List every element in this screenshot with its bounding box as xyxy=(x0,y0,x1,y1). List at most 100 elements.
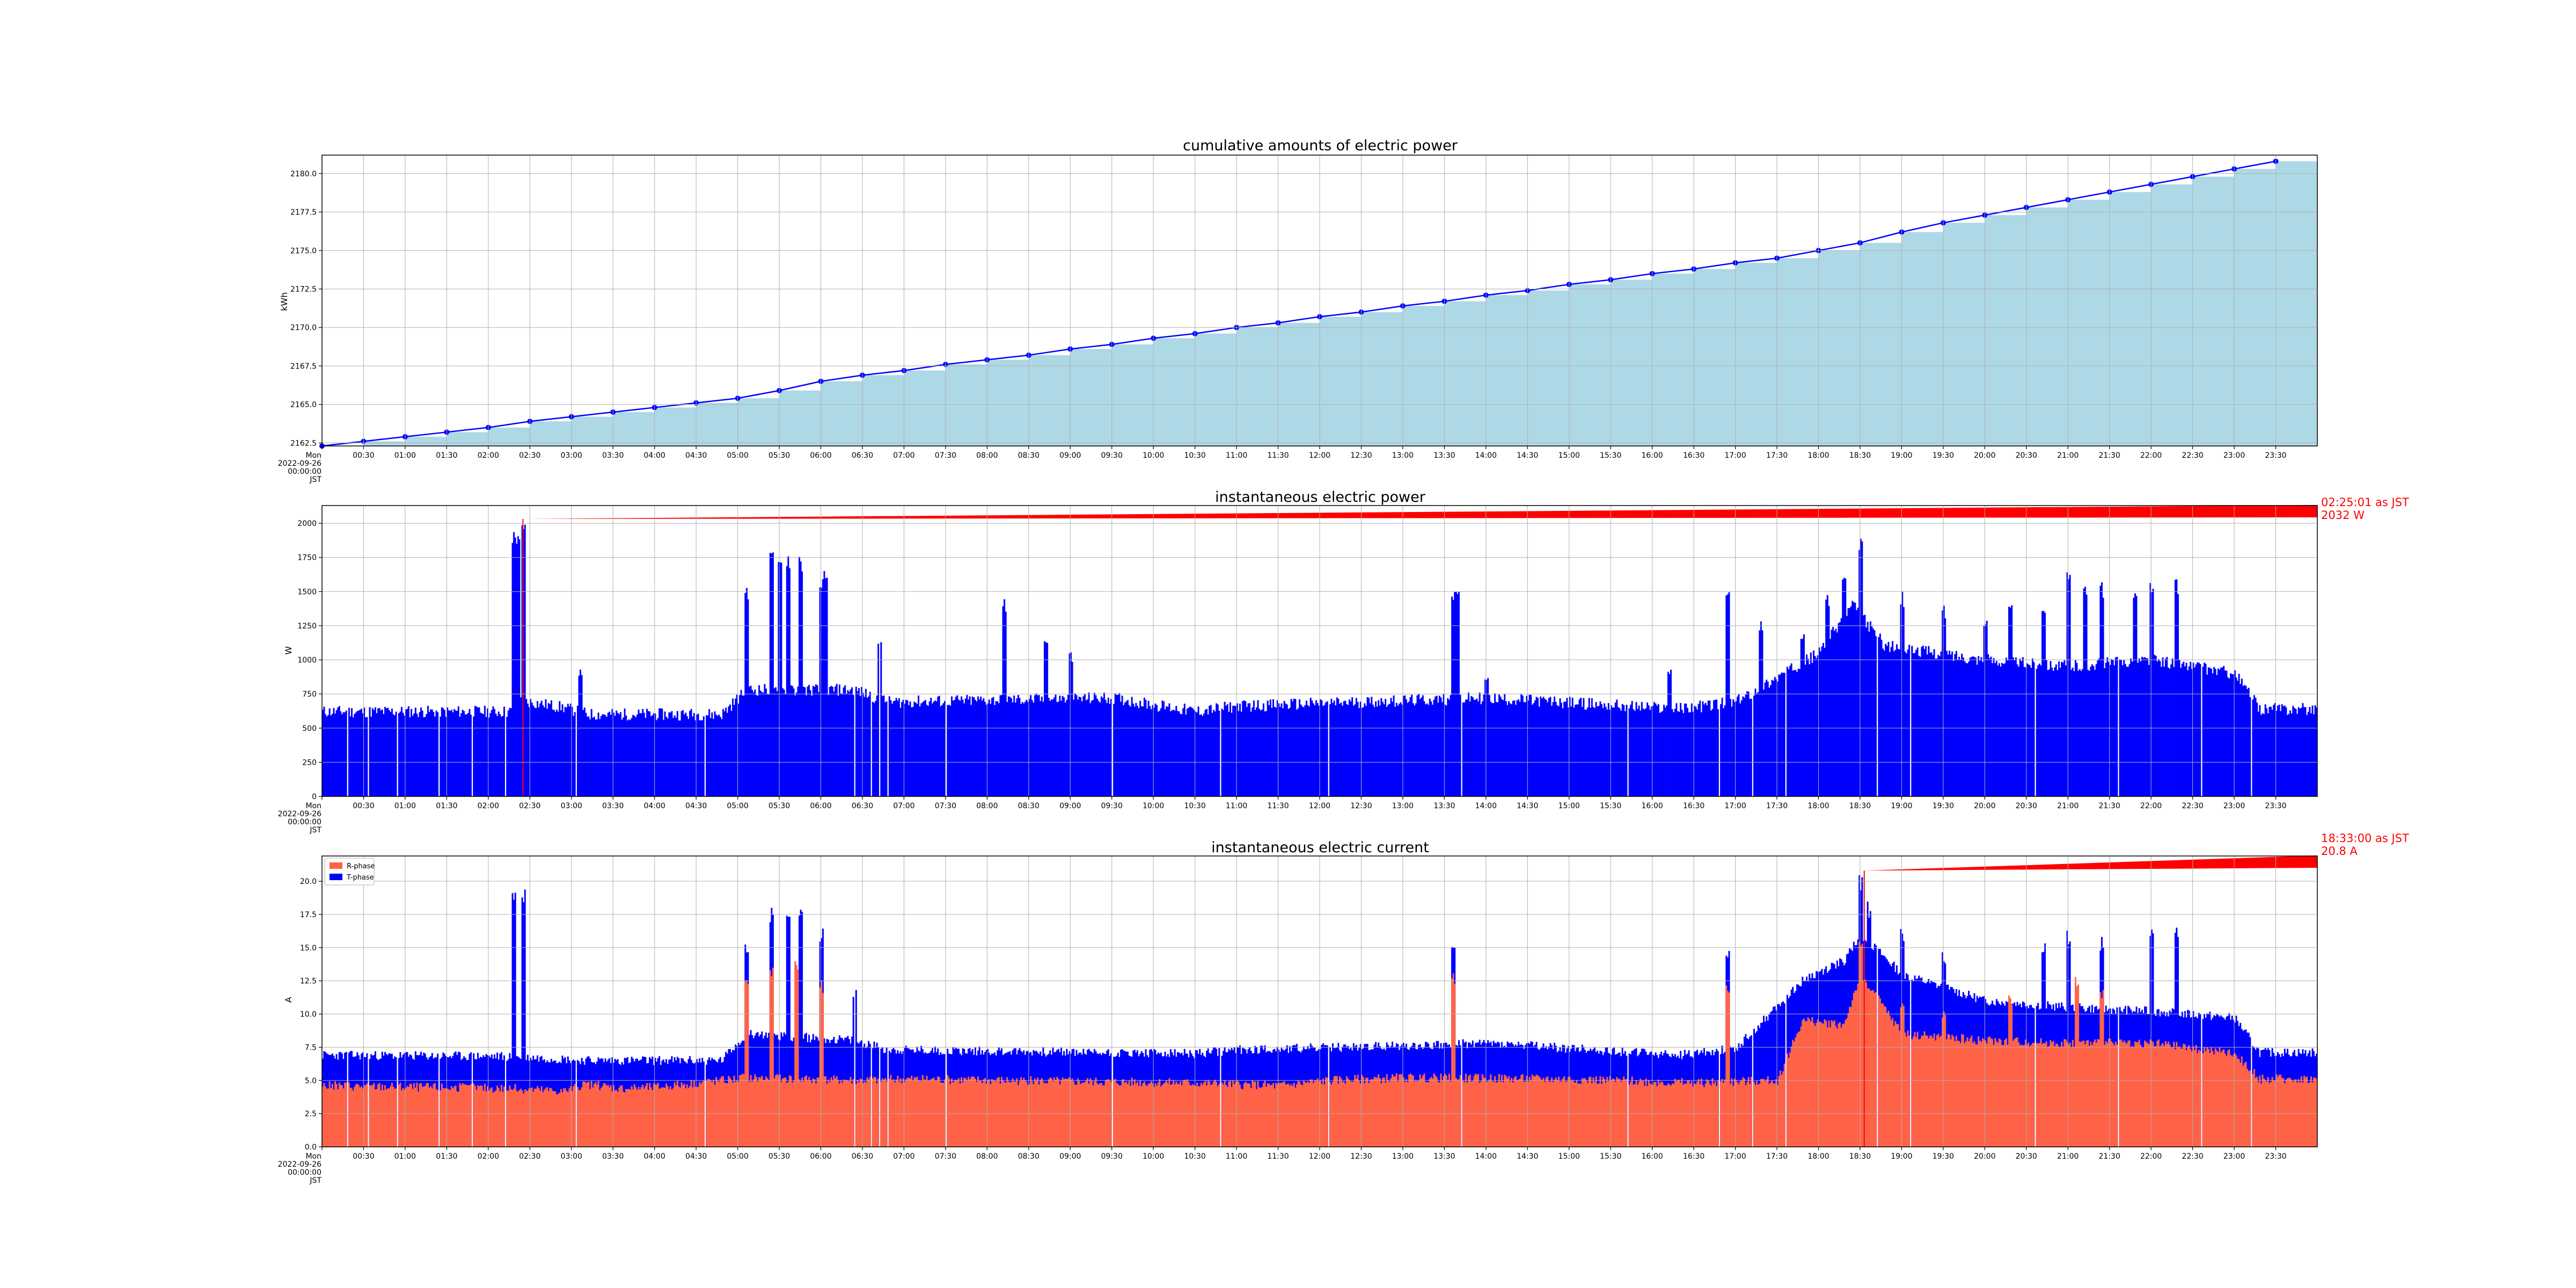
y-tick-label: 20.0 xyxy=(300,877,317,886)
y-tick-label: 500 xyxy=(302,724,317,733)
x-tick-label: 07:30 xyxy=(935,802,956,810)
x-tick-label: 19:30 xyxy=(1933,451,1954,460)
x-tick-label: 03:30 xyxy=(602,802,624,810)
x-tick-label: 10:00 xyxy=(1143,1152,1164,1161)
x-tick-label: 16:30 xyxy=(1683,451,1704,460)
x-tick-label: 05:00 xyxy=(727,451,748,460)
y-tick-label: 750 xyxy=(302,690,317,699)
x-tick-label: 13:00 xyxy=(1392,802,1414,810)
x-tick-label: 02:00 xyxy=(478,451,499,460)
x-tick-label: 06:30 xyxy=(852,1152,873,1161)
x-tick-label: 20:00 xyxy=(1974,451,1995,460)
instantaneous-power-panel: 00:30 01:00 01:30 02:00 02:30 03:00 03:30 04:00… xyxy=(278,489,2409,835)
x-tick-label: 23:00 xyxy=(2223,1152,2245,1161)
x-tick-origin-label: JST xyxy=(309,475,321,484)
x-tick-label: 00:30 xyxy=(353,451,374,460)
legend-label-r-phase: R-phase xyxy=(347,862,375,870)
y-tick-label: 1750 xyxy=(297,554,317,562)
x-tick-label: 04:00 xyxy=(643,451,665,460)
axis-ticks: 00:30 01:00 01:30 02:00 02:30 03:00 03:30 04:00… xyxy=(278,519,2287,835)
x-tick-label: 23:30 xyxy=(2265,1152,2286,1161)
x-tick-label: 03:00 xyxy=(561,1152,582,1161)
x-tick-label: 07:30 xyxy=(935,1152,956,1161)
x-tick-label: 16:30 xyxy=(1683,1152,1704,1161)
y-tick-label: 1000 xyxy=(297,656,317,665)
current-peak-annotation-time: 18:33:00 as JST xyxy=(2321,832,2409,845)
x-tick-label: 04:00 xyxy=(643,802,665,810)
x-tick-label: 18:30 xyxy=(1849,451,1871,460)
plot-area-0: 00:30 01:00 01:30 02:00 02:30 03:00 03:30 04:00… xyxy=(278,155,2318,484)
x-tick-label: 05:30 xyxy=(769,1152,790,1161)
power-peak-annotation-time: 02:25:01 as JST xyxy=(2321,496,2409,509)
x-tick-label: 01:00 xyxy=(394,1152,416,1161)
x-tick-label: 05:30 xyxy=(769,451,790,460)
x-tick-label: 11:00 xyxy=(1226,1152,1247,1161)
y-tick-label: 2170.0 xyxy=(290,324,317,332)
x-tick-label: 23:00 xyxy=(2223,802,2245,810)
x-tick-label: 03:00 xyxy=(561,802,582,810)
x-tick-label: 08:00 xyxy=(976,802,998,810)
x-tick-label: 15:30 xyxy=(1600,451,1621,460)
x-tick-label: 04:30 xyxy=(685,802,707,810)
x-tick-label: 14:00 xyxy=(1475,802,1497,810)
legend-swatch-t-phase xyxy=(330,874,342,880)
x-tick-label: 21:00 xyxy=(2057,1152,2079,1161)
x-tick-label: 08:00 xyxy=(976,1152,998,1161)
y-tick-label: 250 xyxy=(302,758,317,767)
x-tick-label: 14:00 xyxy=(1475,1152,1497,1161)
x-tick-label: 07:00 xyxy=(893,451,914,460)
x-tick-label: 14:00 xyxy=(1475,451,1497,460)
x-tick-label: 01:30 xyxy=(436,802,457,810)
y-tick-label: 2172.5 xyxy=(290,285,317,294)
x-tick-label: 13:30 xyxy=(1433,1152,1455,1161)
x-tick-label: 05:30 xyxy=(769,802,790,810)
y-tick-label: 5.0 xyxy=(305,1077,317,1085)
x-tick-origin-label: 00:00:00 xyxy=(288,467,321,476)
y-tick-label: 2162.5 xyxy=(290,439,317,448)
x-tick-label: 11:00 xyxy=(1226,451,1247,460)
x-tick-origin-label: Mon xyxy=(305,802,321,810)
x-tick-label: 07:00 xyxy=(893,802,914,810)
x-tick-label: 14:30 xyxy=(1517,1152,1538,1161)
x-tick-label: 17:30 xyxy=(1766,451,1788,460)
x-tick-label: 23:30 xyxy=(2265,802,2286,810)
y-tick-label: 2167.5 xyxy=(290,362,317,371)
x-tick-label: 09:00 xyxy=(1059,451,1081,460)
x-tick-label: 09:30 xyxy=(1101,451,1123,460)
x-tick-label: 18:00 xyxy=(1807,451,1829,460)
x-tick-origin-label: 2022-09-26 xyxy=(278,810,321,818)
x-tick-label: 15:30 xyxy=(1600,1152,1621,1161)
x-tick-label: 21:30 xyxy=(2099,1152,2120,1161)
x-tick-label: 14:30 xyxy=(1517,802,1538,810)
x-tick-label: 20:30 xyxy=(2016,802,2037,810)
instantaneous-power-title: instantaneous electric power xyxy=(1215,489,1426,506)
x-tick-label: 22:00 xyxy=(2140,451,2162,460)
legend-label-t-phase: T-phase xyxy=(346,874,374,882)
x-tick-label: 23:00 xyxy=(2223,451,2245,460)
x-tick-label: 00:30 xyxy=(353,1152,374,1161)
x-tick-label: 17:00 xyxy=(1724,1152,1746,1161)
x-tick-label: 01:30 xyxy=(436,451,457,460)
x-tick-label: 16:00 xyxy=(1641,802,1663,810)
x-tick-label: 15:00 xyxy=(1558,1152,1580,1161)
x-tick-label: 01:00 xyxy=(394,451,416,460)
x-tick-label: 10:30 xyxy=(1184,1152,1205,1161)
x-tick-label: 18:30 xyxy=(1849,802,1871,810)
x-tick-label: 09:30 xyxy=(1101,802,1123,810)
x-tick-label: 22:00 xyxy=(2140,802,2162,810)
x-tick-label: 19:30 xyxy=(1933,802,1954,810)
x-tick-origin-label: 2022-09-26 xyxy=(278,1160,321,1169)
x-tick-label: 08:30 xyxy=(1018,1152,1040,1161)
x-tick-label: 02:00 xyxy=(478,802,499,810)
x-tick-label: 08:00 xyxy=(976,451,998,460)
y-tick-label: 2180.0 xyxy=(290,170,317,178)
x-tick-label: 19:00 xyxy=(1891,451,1912,460)
x-tick-label: 09:30 xyxy=(1101,1152,1123,1161)
x-tick-label: 11:30 xyxy=(1267,802,1289,810)
x-tick-label: 17:30 xyxy=(1766,1152,1788,1161)
x-tick-label: 16:00 xyxy=(1641,451,1663,460)
x-tick-label: 18:00 xyxy=(1807,1152,1829,1161)
axis-ticks: 00:30 01:00 01:30 02:00 02:30 03:00 03:30 04:00… xyxy=(278,170,2287,484)
x-tick-label: 16:30 xyxy=(1683,802,1704,810)
x-tick-label: 02:30 xyxy=(519,1152,540,1161)
